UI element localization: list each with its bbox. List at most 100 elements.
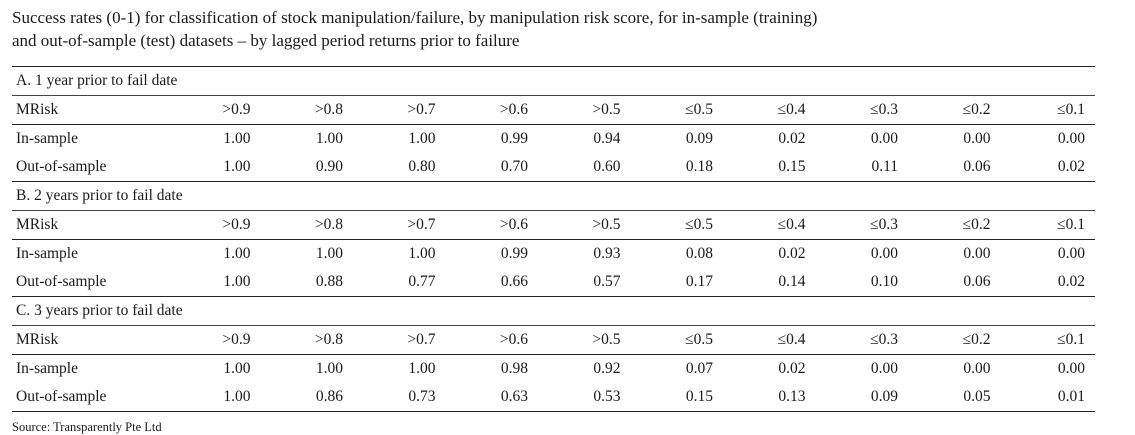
column-header: ≤0.1	[1002, 325, 1095, 355]
table-cell: 0.06	[910, 153, 1003, 182]
table-cell: 1.00	[315, 130, 343, 147]
column-header: >0.5	[540, 95, 633, 125]
table-cell: 1.00	[408, 130, 436, 147]
table-cell: 0.06	[910, 268, 1003, 297]
column-header: >0.7	[355, 95, 448, 125]
table-cell: 0.02	[778, 130, 806, 147]
column-header-row: MRisk >0.9 >0.8 >0.7 >0.6 >0.5 ≤0.5 ≤0.4 ≤0.3 ≤0.…	[12, 210, 1095, 240]
column-header: ≤0.5	[632, 325, 725, 355]
table-cell: 0.11	[817, 153, 910, 182]
column-header: ≤0.4	[725, 210, 818, 240]
column-header-row: MRisk >0.9 >0.8 >0.7 >0.6 >0.5 ≤0.5 ≤0.4 ≤0.3 ≤0.…	[12, 95, 1095, 125]
table-cell: 1.00	[170, 268, 263, 297]
row-label: In-sample	[16, 245, 78, 262]
table-cell: 0.02	[778, 360, 806, 377]
column-header-label: MRisk	[12, 95, 170, 125]
table-cell: 0.17	[632, 268, 725, 297]
column-header: ≤0.2	[910, 210, 1003, 240]
table-cell: 0.88	[262, 268, 355, 297]
table-cell: 0.00	[1057, 245, 1085, 262]
table-cell: 0.73	[355, 383, 448, 412]
table-cell: 0.99	[500, 130, 528, 147]
table-cell: 0.93	[593, 245, 621, 262]
table-cell: 0.02	[778, 245, 806, 262]
column-header-row: MRisk >0.9 >0.8 >0.7 >0.6 >0.5 ≤0.5 ≤0.4 ≤0.3 ≤0.…	[12, 325, 1095, 355]
table-cell: 0.94	[593, 130, 621, 147]
column-header: ≤0.2	[910, 325, 1003, 355]
table-cell: 0.01	[1002, 383, 1095, 412]
row-label: Out-of-sample	[12, 268, 170, 297]
column-header: ≤0.5	[632, 95, 725, 125]
table-row: Out-of-sample 1.00 0.90 0.80 0.70 0.60 0.18 0.1…	[12, 153, 1095, 182]
table-cell: 0.57	[540, 268, 633, 297]
table-cell: 0.00	[1057, 360, 1085, 377]
table-cell: 0.09	[817, 383, 910, 412]
column-header-label: MRisk	[12, 210, 170, 240]
table-cell: 0.53	[540, 383, 633, 412]
table-row: In-sample 1.00 1.00 1.00 0.99 0.93 0.08 0.02 0.0…	[12, 240, 1095, 269]
row-label: In-sample	[16, 130, 78, 147]
table-cell: 1.00	[315, 360, 343, 377]
column-header: >0.9	[170, 325, 263, 355]
table-cell: 1.00	[170, 153, 263, 182]
column-header: >0.8	[262, 210, 355, 240]
table-cell: 0.99	[500, 245, 528, 262]
caption-line-2: and out-of-sample (test) datasets – by l…	[12, 31, 520, 50]
table-row: In-sample 1.00 1.00 1.00 0.98 0.92 0.07 0.02 0.0…	[12, 355, 1095, 384]
table-cell: 0.02	[1002, 268, 1095, 297]
section-title-row: A. 1 year prior to fail date	[12, 66, 1095, 96]
table-cell: 0.05	[910, 383, 1003, 412]
table-row: Out-of-sample 1.00 0.88 0.77 0.66 0.57 0.17 0.1…	[12, 268, 1095, 297]
success-rates-table: A. 1 year prior to fail date MRisk >0.9 >0.…	[12, 66, 1095, 412]
table-cell: 0.00	[870, 130, 898, 147]
caption-line-1: Success rates (0-1) for classification o…	[12, 8, 818, 27]
column-header: >0.6	[447, 325, 540, 355]
table-cell: 0.70	[447, 153, 540, 182]
table-cell: 0.66	[447, 268, 540, 297]
table-cell: 0.08	[685, 245, 713, 262]
table-cell: 0.90	[262, 153, 355, 182]
column-header: ≤0.3	[817, 95, 910, 125]
table-cell: 1.00	[170, 383, 263, 412]
column-header: ≤0.2	[910, 95, 1003, 125]
column-header: >0.7	[355, 210, 448, 240]
table-cell: 0.00	[963, 245, 991, 262]
column-header: ≤0.4	[725, 325, 818, 355]
section-title-row: C. 3 years prior to fail date	[12, 296, 1095, 326]
section-title-row: B. 2 years prior to fail date	[12, 181, 1095, 211]
column-header: >0.5	[540, 210, 633, 240]
table-cell: 0.02	[1002, 153, 1095, 182]
table-body: A. 1 year prior to fail date MRisk >0.9 >0.…	[12, 66, 1095, 412]
table-cell: 0.80	[355, 153, 448, 182]
column-header: >0.8	[262, 95, 355, 125]
table-cell: 0.00	[963, 360, 991, 377]
table-cell: 1.00	[408, 245, 436, 262]
table-cell: 1.00	[315, 245, 343, 262]
column-header: >0.8	[262, 325, 355, 355]
column-header-label: MRisk	[12, 325, 170, 355]
table-cell: 1.00	[408, 360, 436, 377]
table-cell: 0.10	[817, 268, 910, 297]
table-cell: 0.14	[725, 268, 818, 297]
row-label: Out-of-sample	[12, 383, 170, 412]
column-header: >0.7	[355, 325, 448, 355]
table-row: Out-of-sample 1.00 0.86 0.73 0.63 0.53 0.15 0.1…	[12, 383, 1095, 412]
table-cell: 0.00	[1057, 130, 1085, 147]
column-header: >0.9	[170, 210, 263, 240]
source-note: Source: Transparently Pte Ltd	[12, 420, 162, 434]
table-cell: 0.98	[500, 360, 528, 377]
table-cell: 0.09	[685, 130, 713, 147]
row-label: Out-of-sample	[12, 153, 170, 182]
row-label: In-sample	[16, 360, 78, 377]
section-title: A. 1 year prior to fail date	[12, 66, 1095, 96]
table-cell: 1.00	[223, 360, 251, 377]
table-row: In-sample 1.00 1.00 1.00 0.99 0.94 0.09 0.02 0.0…	[12, 125, 1095, 154]
table-cell: 1.00	[223, 245, 251, 262]
table-cell: 0.15	[632, 383, 725, 412]
table-cell: 0.18	[632, 153, 725, 182]
column-header: >0.9	[170, 95, 263, 125]
column-header: >0.6	[447, 210, 540, 240]
column-header: >0.6	[447, 95, 540, 125]
table-cell: 0.00	[870, 360, 898, 377]
table-cell: 0.86	[262, 383, 355, 412]
